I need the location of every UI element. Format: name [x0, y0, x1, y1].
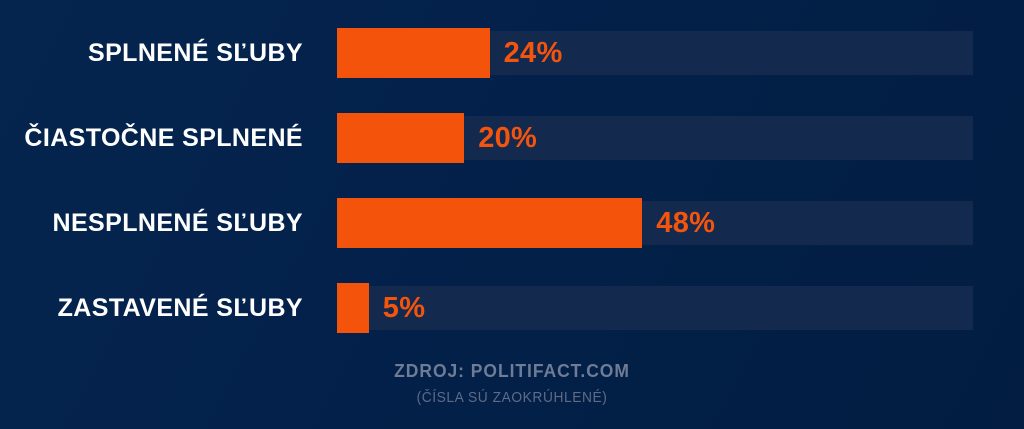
chart-row: SPLNENÉ SĽUBY 24%: [0, 28, 1024, 78]
source-note: (ČÍSLA SÚ ZAOKRÚHLENÉ): [416, 389, 608, 406]
bar-plot-area: 48%: [337, 198, 973, 248]
category-label: SPLNENÉ SĽUBY: [88, 38, 303, 67]
value-label: 5%: [382, 291, 426, 324]
bar-track: [337, 286, 973, 330]
value-label: 48%: [656, 206, 716, 239]
bar-fill: [337, 198, 643, 248]
category-label: NESPLNENÉ SĽUBY: [52, 208, 303, 237]
bar-fill: [337, 283, 369, 333]
bar-plot-area: 20%: [337, 113, 973, 163]
source-footer: ZDROJ: POLITIFACT.COM (ČÍSLA SÚ ZAOKRÚHL…: [0, 361, 1024, 406]
bar-fill: [337, 113, 465, 163]
chart-row: NESPLNENÉ SĽUBY 48%: [0, 198, 1024, 248]
bar-plot-area: 5%: [337, 283, 973, 333]
category-label: ČIASTOČNE SPLNENÉ: [24, 123, 303, 152]
value-label: 20%: [478, 121, 538, 154]
bar-fill: [337, 28, 490, 78]
category-label: ZASTAVENÉ SĽUBY: [57, 293, 303, 322]
source-text: ZDROJ: POLITIFACT.COM: [394, 361, 630, 381]
value-label: 24%: [503, 36, 563, 69]
chart-row: ČIASTOČNE SPLNENÉ 20%: [0, 113, 1024, 163]
bar-plot-area: 24%: [337, 28, 973, 78]
bar-chart: SPLNENÉ SĽUBY 24% ČIASTOČNE SPLNENÉ 20% …: [0, 28, 1024, 333]
chart-row: ZASTAVENÉ SĽUBY 5%: [0, 283, 1024, 333]
